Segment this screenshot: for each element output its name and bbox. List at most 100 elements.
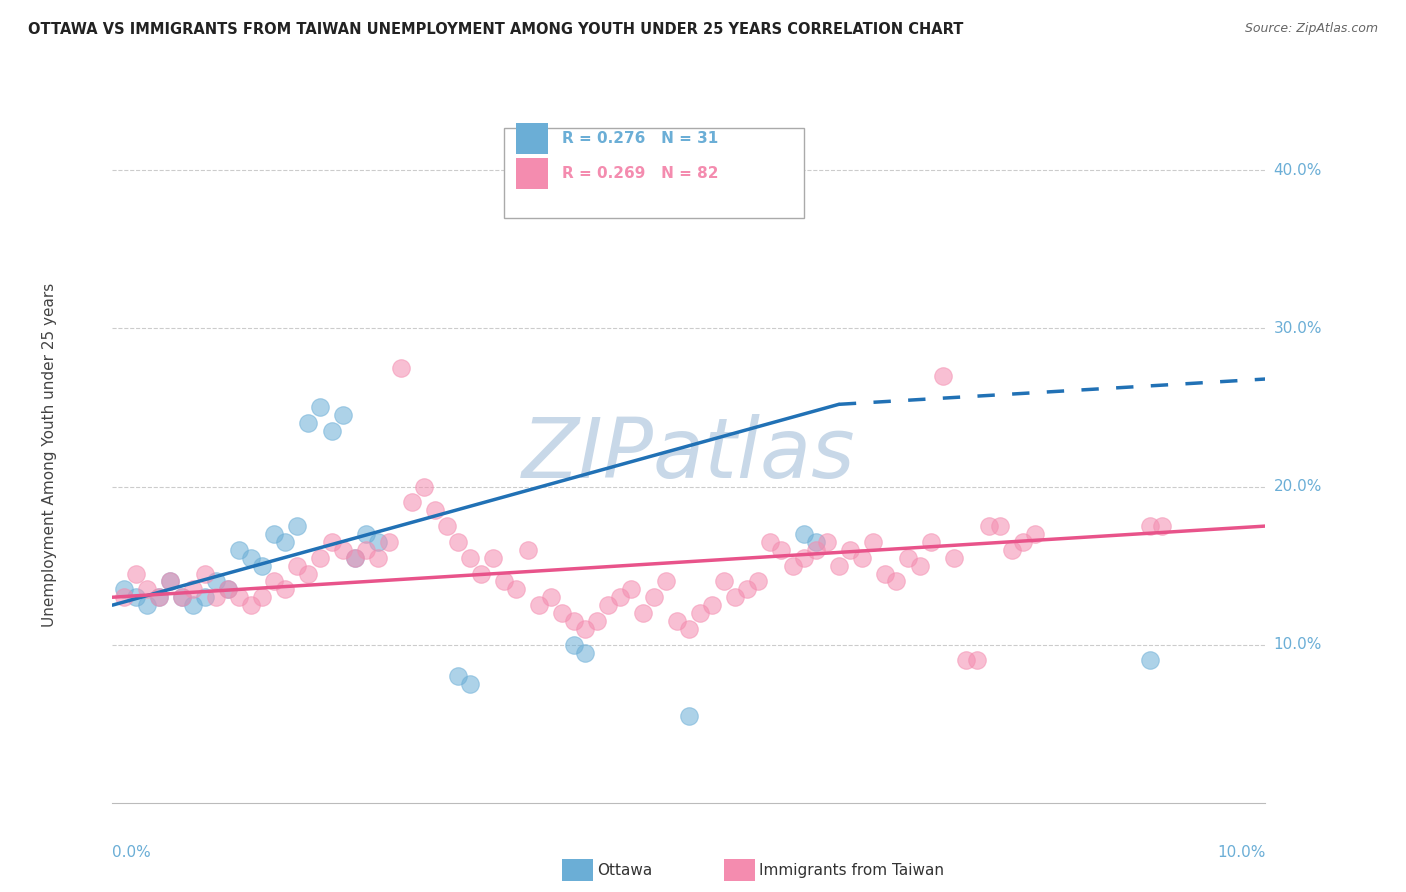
Point — [574, 622, 596, 636]
Point — [1001, 542, 1024, 557]
Point — [170, 591, 193, 605]
Point — [112, 582, 135, 597]
Point — [321, 424, 343, 438]
Point — [815, 534, 838, 549]
Point — [321, 534, 343, 549]
Point — [551, 606, 574, 620]
Point — [228, 591, 250, 605]
Point — [943, 550, 966, 565]
Point — [804, 542, 827, 557]
Point — [494, 574, 516, 589]
Point — [977, 519, 1000, 533]
Point — [839, 542, 862, 557]
Point — [793, 550, 815, 565]
Point — [609, 591, 631, 605]
Point — [217, 582, 239, 597]
Point — [1012, 534, 1035, 549]
Point — [194, 566, 217, 581]
Point — [666, 614, 689, 628]
Point — [562, 614, 585, 628]
Point — [343, 550, 366, 565]
Point — [897, 550, 920, 565]
Bar — [516, 158, 548, 189]
Point — [367, 550, 389, 565]
Point — [1139, 519, 1161, 533]
Point — [332, 542, 354, 557]
Point — [239, 598, 262, 612]
Point — [332, 409, 354, 423]
Point — [678, 708, 700, 723]
Point — [181, 598, 204, 612]
Point — [689, 606, 711, 620]
Point — [713, 574, 735, 589]
Point — [343, 550, 366, 565]
Point — [136, 598, 159, 612]
Point — [217, 582, 239, 597]
Point — [851, 550, 873, 565]
Point — [643, 591, 665, 605]
Point — [758, 534, 780, 549]
Point — [735, 582, 758, 597]
Point — [367, 534, 389, 549]
Point — [631, 606, 654, 620]
Point — [228, 542, 250, 557]
Text: ZIPatlas: ZIPatlas — [522, 415, 856, 495]
Point — [447, 534, 470, 549]
Point — [181, 582, 204, 597]
Point — [482, 550, 505, 565]
Point — [389, 360, 412, 375]
Point — [274, 582, 297, 597]
Point — [598, 598, 620, 612]
Point — [170, 591, 193, 605]
Point — [194, 591, 217, 605]
Point — [309, 550, 332, 565]
Point — [585, 614, 607, 628]
Text: 40.0%: 40.0% — [1274, 163, 1322, 178]
Point — [1139, 653, 1161, 667]
Bar — [516, 123, 548, 154]
Text: Unemployment Among Youth under 25 years: Unemployment Among Youth under 25 years — [42, 283, 56, 627]
Point — [458, 550, 481, 565]
Point — [1150, 519, 1173, 533]
Point — [354, 527, 377, 541]
Point — [562, 638, 585, 652]
Point — [425, 503, 447, 517]
Point — [354, 542, 377, 557]
Point — [205, 591, 228, 605]
Text: Ottawa: Ottawa — [598, 863, 652, 878]
Text: R = 0.269   N = 82: R = 0.269 N = 82 — [562, 166, 718, 181]
Text: Immigrants from Taiwan: Immigrants from Taiwan — [759, 863, 945, 878]
Text: 10.0%: 10.0% — [1274, 637, 1322, 652]
Point — [920, 534, 942, 549]
Point — [252, 558, 274, 573]
Point — [412, 479, 434, 493]
Point — [148, 591, 170, 605]
Point — [436, 519, 458, 533]
Point — [770, 542, 793, 557]
Point — [804, 534, 827, 549]
Point — [527, 598, 550, 612]
Point — [263, 574, 285, 589]
Bar — [505, 128, 804, 219]
Text: R = 0.276   N = 31: R = 0.276 N = 31 — [562, 131, 718, 146]
Point — [955, 653, 977, 667]
Point — [136, 582, 159, 597]
Point — [297, 417, 319, 431]
Point — [252, 591, 274, 605]
Point — [966, 653, 988, 667]
Point — [285, 519, 308, 533]
Point — [862, 534, 884, 549]
Point — [782, 558, 804, 573]
Point — [1024, 527, 1046, 541]
Point — [886, 574, 908, 589]
Point — [540, 591, 562, 605]
Point — [124, 591, 146, 605]
Point — [124, 566, 146, 581]
Point — [458, 677, 481, 691]
Text: Source: ZipAtlas.com: Source: ZipAtlas.com — [1244, 22, 1378, 36]
Point — [205, 574, 228, 589]
Point — [447, 669, 470, 683]
Point — [239, 550, 262, 565]
Point — [747, 574, 769, 589]
Text: 30.0%: 30.0% — [1274, 321, 1322, 336]
